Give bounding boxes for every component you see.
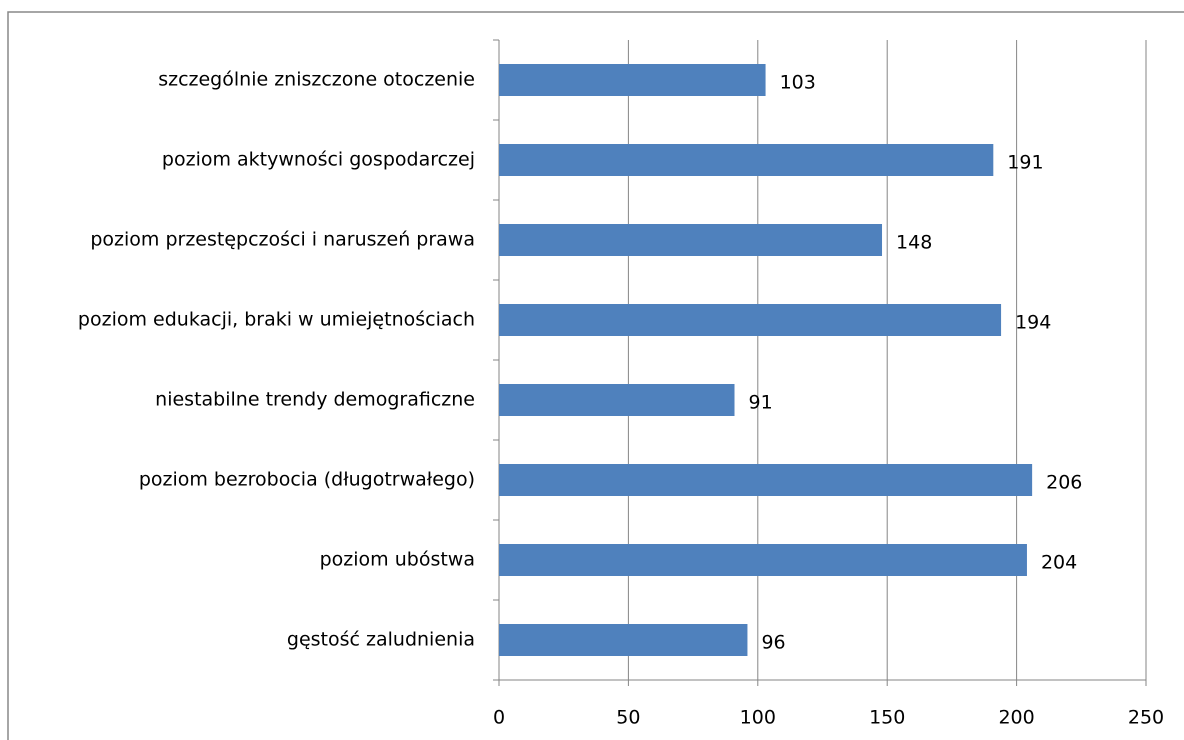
bar [499,224,883,256]
x-tick-label: 100 [740,707,776,729]
bar [499,384,735,416]
y-tick-label: poziom przestępczości i naruszeń prawa [90,229,475,251]
data-label: 148 [896,232,932,254]
y-tick-label: niestabilne trendy demograficzne [155,389,475,411]
bar [499,144,994,176]
x-tick-label: 150 [869,707,905,729]
data-label: 204 [1041,552,1077,574]
bar [499,64,766,96]
y-tick-label: poziom aktywności gospodarczej [162,149,475,171]
x-tick-label: 200 [998,707,1034,729]
y-tick-label: szczególnie zniszczone otoczenie [158,69,475,91]
bar [499,624,748,656]
data-label: 191 [1007,152,1043,174]
data-label: 103 [780,72,816,94]
x-tick-label: 0 [493,707,505,729]
x-tick-label: 250 [1128,707,1164,729]
x-tick-label: 50 [616,707,640,729]
y-tick-label: gęstość zaludnienia [287,629,475,651]
bar [499,464,1033,496]
bar [499,544,1027,576]
y-tick-label: poziom ubóstwa [320,549,475,571]
data-label: 206 [1046,472,1082,494]
data-label: 96 [761,632,785,654]
chart-frame [7,11,1184,740]
y-tick-label: poziom edukacji, braki w umiejętnościach [78,309,475,331]
data-label: 194 [1015,312,1051,334]
y-tick-label: poziom bezrobocia (długotrwałego) [139,469,475,491]
bar [499,304,1002,336]
data-label: 91 [749,392,773,414]
